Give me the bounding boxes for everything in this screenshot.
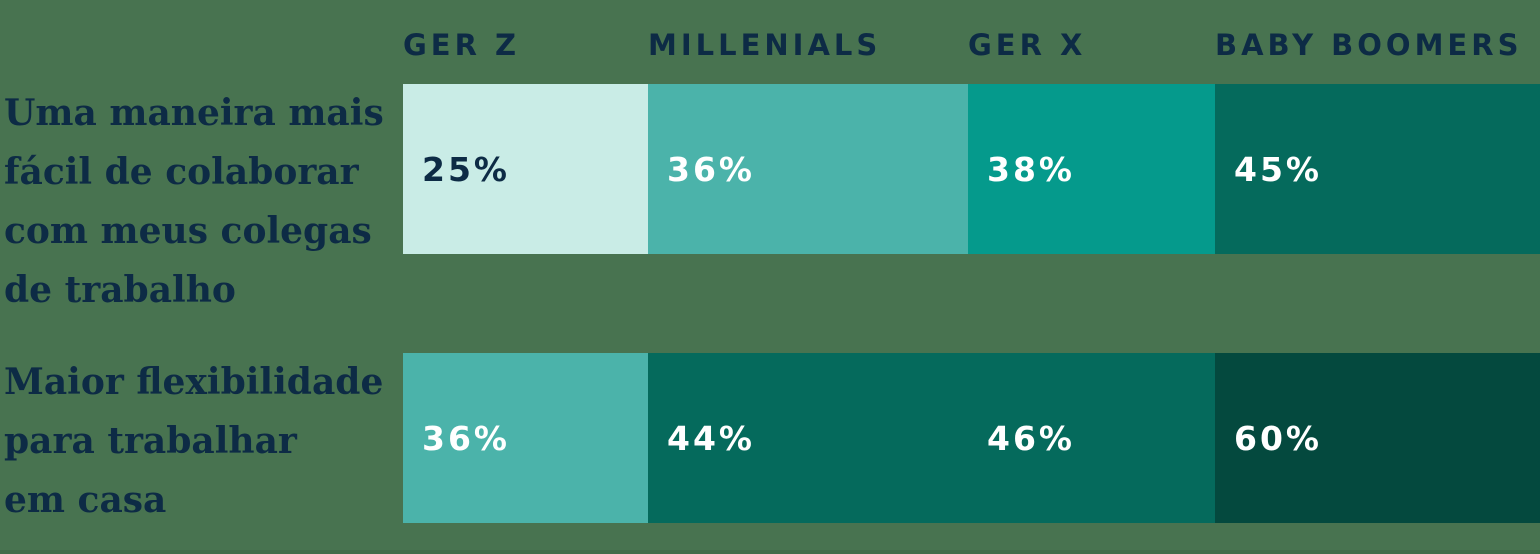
row-label-line: para trabalhar xyxy=(4,420,297,462)
row-label-line: de trabalho xyxy=(4,269,236,311)
cell-value: 60% xyxy=(1234,418,1322,458)
cell-value: 36% xyxy=(667,149,755,189)
column-header-ger-x: GER X xyxy=(968,28,1087,62)
row-label-line: em casa xyxy=(4,479,167,521)
cell-value: 36% xyxy=(422,418,510,458)
cell-value: 25% xyxy=(422,149,510,189)
row-label-line: com meus colegas xyxy=(4,210,372,252)
cell-row1-ger-z: 25% xyxy=(403,84,648,254)
cell-value: 44% xyxy=(667,418,755,458)
row-label-line: Uma maneira mais xyxy=(4,92,384,134)
cell-row2-ger-x: 46% xyxy=(968,353,1215,523)
cell-row1-baby-boomers: 45% xyxy=(1215,84,1540,254)
cell-value: 45% xyxy=(1234,149,1322,189)
cell-row2-baby-boomers: 60% xyxy=(1215,353,1540,523)
column-header-millenials: MILLENIALS xyxy=(648,28,882,62)
row-label-colaborar: Uma maneira mais fácil de colaborar com … xyxy=(4,84,384,320)
row-label-flexibilidade: Maior flexibilidade para trabalhar em ca… xyxy=(4,353,383,530)
cell-row2-millenials: 44% xyxy=(648,353,968,523)
cell-row2-ger-z: 36% xyxy=(403,353,648,523)
cell-row1-ger-x: 38% xyxy=(968,84,1215,254)
column-header-ger-z: GER Z xyxy=(403,28,521,62)
column-header-baby-boomers: BABY BOOMERS xyxy=(1215,28,1523,62)
cell-value: 46% xyxy=(987,418,1075,458)
bottom-divider xyxy=(0,550,1540,554)
row-label-line: fácil de colaborar xyxy=(4,151,359,193)
row-label-line: Maior flexibilidade xyxy=(4,361,384,403)
cell-row1-millenials: 36% xyxy=(648,84,968,254)
cell-value: 38% xyxy=(987,149,1075,189)
